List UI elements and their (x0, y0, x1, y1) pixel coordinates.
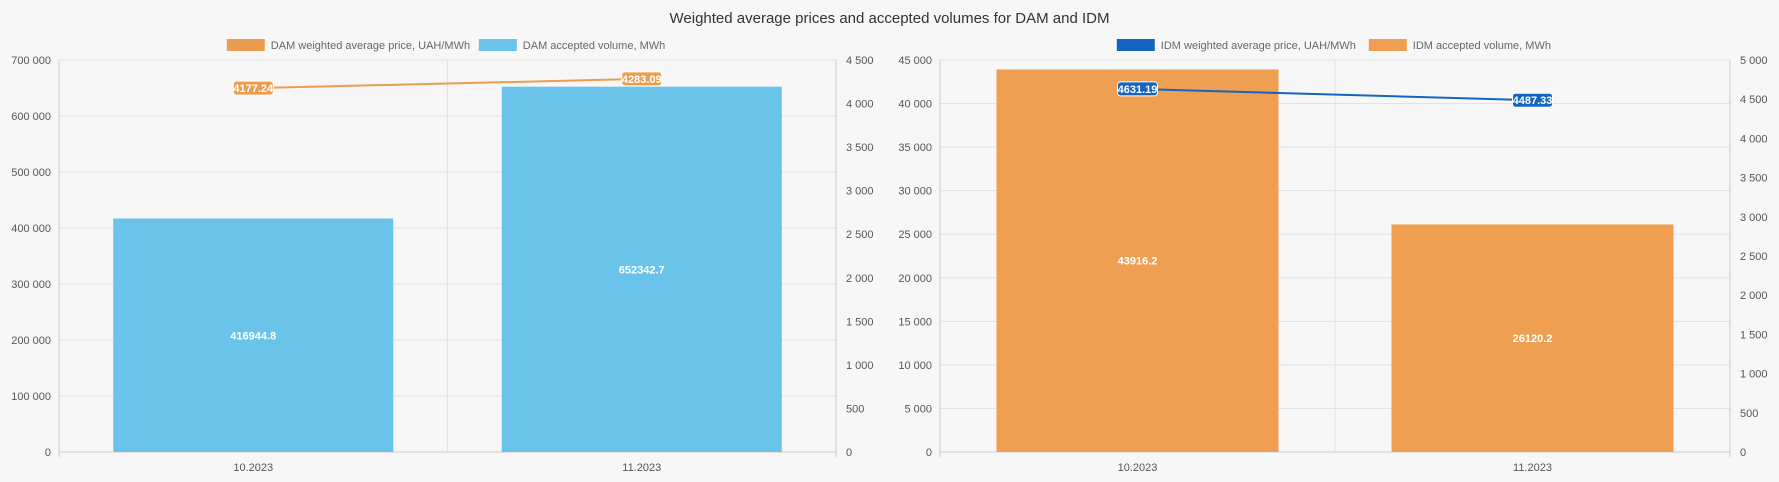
legend-item-label[interactable]: IDM weighted average price, UAH/MWh (1161, 40, 1356, 52)
bar[interactable] (1391, 224, 1674, 452)
right-axis-tick-label: 1 500 (1740, 329, 1768, 341)
point-label-box (232, 80, 274, 96)
left-axis-tick-label: 15 000 (898, 316, 932, 328)
point-data-label: 4487.33 (1513, 95, 1553, 107)
point-data-label: 4631.19 (1118, 84, 1158, 96)
legend-swatch[interactable] (1368, 39, 1407, 51)
left-axis-tick-label: 40 000 (898, 99, 932, 111)
point-data-label: 4177.24 (233, 83, 274, 95)
right-axis-tick-label: 2 000 (846, 273, 874, 285)
price-line (1137, 87, 1533, 102)
point-label-box (1117, 81, 1158, 97)
left-axis-tick-label: 25 000 (898, 229, 932, 241)
dam-chart: 0 100 000 200 000 300 000 400 000 500 000 600 … (11, 39, 874, 474)
point-data-label: 4283.09 (622, 74, 662, 86)
bar[interactable] (501, 86, 782, 453)
left-axis-tick-label: 600 000 (11, 111, 51, 123)
bar-data-label: 26120.2 (1513, 333, 1553, 345)
left-axis-tick-label: 10 000 (898, 360, 932, 372)
right-axis-tick-label: 5 000 (1740, 55, 1768, 67)
left-axis-tick-label: 20 000 (898, 273, 932, 285)
left-axis-tick-label: 5 000 (904, 403, 932, 415)
right-axis-tick-label: 1 000 (846, 360, 874, 372)
left-axis-tick-label: 0 (926, 447, 932, 459)
bar-data-label: 416944.8 (230, 330, 276, 342)
left-axis-tick-label: 30 000 (898, 186, 932, 198)
legend-swatch[interactable] (478, 39, 517, 51)
right-axis-tick-label: 2 500 (1740, 251, 1768, 263)
left-axis-tick-label: 300 000 (11, 279, 51, 291)
right-axis-tick-label: 4 500 (1740, 94, 1768, 106)
legend-swatch[interactable] (226, 39, 265, 51)
left-axis-tick-label: 500 000 (11, 167, 51, 179)
right-axis-tick-label: 3 500 (1740, 173, 1768, 185)
right-axis-tick-label: 4 000 (846, 99, 874, 111)
right-axis-tick-label: 2 000 (1740, 290, 1768, 302)
right-axis-tick-label: 3 500 (846, 142, 874, 154)
bar-data-label: 652342.7 (619, 264, 665, 276)
left-axis-tick-label: 700 000 (11, 55, 51, 67)
left-axis-tick-label: 200 000 (11, 335, 51, 347)
x-axis-tick-label: 10.2023 (233, 462, 273, 474)
right-axis-tick-label: 0 (1740, 447, 1746, 459)
x-axis-tick-label: 11.2023 (622, 462, 661, 474)
legend-item-label[interactable]: IDM accepted volume, MWh (1413, 40, 1551, 52)
point-label-box (621, 71, 663, 87)
bar[interactable] (113, 218, 394, 452)
right-axis-tick-label: 1 000 (1740, 369, 1768, 381)
left-axis-tick-label: 0 (45, 447, 51, 459)
right-axis-tick-label: 3 000 (1740, 212, 1768, 224)
right-axis-tick-label: 500 (846, 403, 864, 415)
legend-item-label[interactable]: DAM accepted volume, MWh (523, 40, 665, 52)
main-title: Weighted average prices and accepted vol… (669, 10, 1110, 27)
legend-swatch[interactable] (1116, 39, 1155, 51)
right-axis-tick-label: 4 000 (1740, 133, 1768, 145)
right-axis-tick-label: 500 (1740, 408, 1758, 420)
price-line (253, 77, 642, 90)
right-axis-tick-label: 2 500 (846, 229, 874, 241)
right-axis-tick-label: 4 500 (846, 55, 874, 67)
left-axis-tick-label: 400 000 (11, 223, 51, 235)
legend-item-label[interactable]: DAM weighted average price, UAH/MWh (271, 40, 470, 52)
point-label-box (1512, 92, 1553, 108)
bar[interactable] (996, 69, 1279, 452)
x-axis-tick-label: 11.2023 (1513, 462, 1552, 474)
idm-chart: 0 5 000 10 000 15 000 20 000 25 000 30 000 35 0… (898, 39, 1768, 474)
right-axis-tick-label: 1 500 (846, 316, 874, 328)
bar-data-label: 43916.2 (1118, 256, 1158, 268)
right-axis-tick-label: 0 (846, 447, 852, 459)
left-axis-tick-label: 45 000 (898, 55, 932, 67)
left-axis-tick-label: 35 000 (898, 142, 932, 154)
left-axis-tick-label: 100 000 (11, 391, 51, 403)
x-axis-tick-label: 10.2023 (1118, 462, 1158, 474)
right-axis-tick-label: 3 000 (846, 186, 874, 198)
